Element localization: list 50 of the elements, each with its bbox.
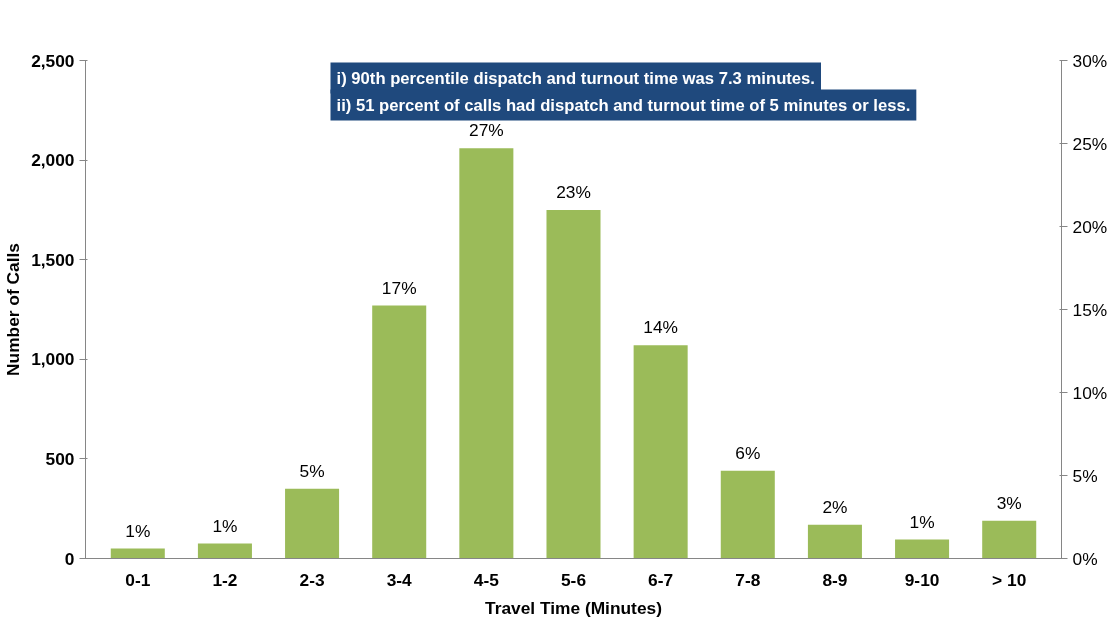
y2-tick-label: 5% xyxy=(1072,465,1098,486)
y-tick-label: 2,000 xyxy=(31,150,75,171)
annotation: 27% xyxy=(469,120,504,141)
annotation: 6% xyxy=(735,442,761,463)
x-tick-label: 6-7 xyxy=(648,569,674,590)
y-tick-label: 1,000 xyxy=(31,349,75,370)
x-tick-label: 0-1 xyxy=(125,569,151,590)
annotation: 23% xyxy=(556,181,591,202)
y2-tick-label: 10% xyxy=(1072,382,1108,403)
y2-tick-label: 30% xyxy=(1072,50,1108,71)
x-tick-label: 9-10 xyxy=(904,569,940,590)
y-tick-label: 1,500 xyxy=(31,249,75,270)
annotation: 17% xyxy=(381,277,417,298)
bar xyxy=(459,148,514,559)
y-tick-label: 0 xyxy=(64,548,75,569)
annotation: 1% xyxy=(909,511,935,532)
x-tick-label: 3-4 xyxy=(386,569,413,590)
annotation: ii) 51 percent of calls had dispatch and turnout time of 5 minutes or less. xyxy=(336,95,911,115)
y2-tick-label: 15% xyxy=(1072,299,1108,320)
annotation: i) 90th percentile dispatch and turnout time was 7.3 minutes. xyxy=(336,68,816,88)
annotation: 2% xyxy=(822,496,848,517)
annotation: 14% xyxy=(643,317,678,338)
y2-tick-label: 0% xyxy=(1072,548,1098,569)
annotation: 1% xyxy=(125,520,151,541)
bar xyxy=(633,345,688,559)
x-tick-label: 5-6 xyxy=(560,569,587,590)
bar xyxy=(895,539,950,559)
x-tick-label: 4-5 xyxy=(473,569,500,590)
bar xyxy=(197,543,252,559)
x-tick-label: > 10 xyxy=(992,569,1027,590)
y-axis-title: Number of Calls xyxy=(3,243,24,376)
x-tick-label: 2-3 xyxy=(299,569,325,590)
annotation: 5% xyxy=(299,460,325,481)
x-tick-label: 1-2 xyxy=(212,569,238,590)
y-tick-label: 500 xyxy=(45,448,75,469)
x-tick-label: 8-9 xyxy=(822,569,848,590)
annotation: 1% xyxy=(212,515,238,536)
x-axis-title: Travel Time (Minutes) xyxy=(485,597,662,618)
annotation: 3% xyxy=(996,492,1022,513)
bar xyxy=(807,524,862,559)
bar xyxy=(372,305,427,559)
bar xyxy=(982,520,1037,559)
bar xyxy=(285,488,340,559)
bar xyxy=(720,470,775,559)
x-tick-label: 7-8 xyxy=(735,569,761,590)
bar xyxy=(546,209,601,559)
y2-tick-label: 25% xyxy=(1072,133,1108,154)
y2-tick-label: 20% xyxy=(1072,216,1108,237)
y-tick-label: 2,500 xyxy=(31,50,75,71)
bar xyxy=(110,548,165,559)
